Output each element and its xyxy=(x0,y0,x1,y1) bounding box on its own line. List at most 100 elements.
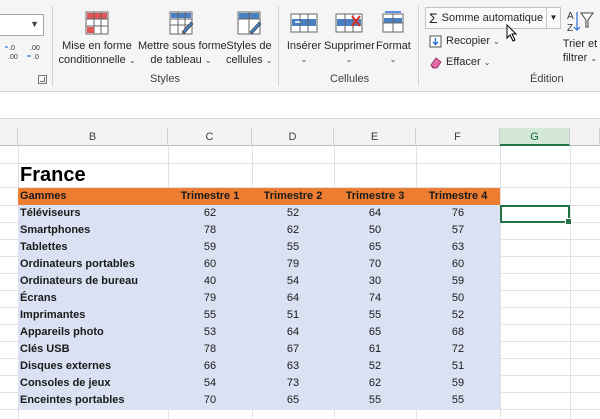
formula-bar[interactable] xyxy=(0,93,600,119)
value-cell-trimestre-1[interactable]: 78 xyxy=(203,343,217,355)
header-cell-trimestre-1[interactable]: Trimestre 1 xyxy=(180,190,240,202)
row-name-cell[interactable]: Clés USB xyxy=(20,343,70,355)
ribbon-separator xyxy=(278,6,279,86)
value-cell-trimestre-1[interactable]: 79 xyxy=(203,292,217,304)
column-header-e[interactable]: E xyxy=(334,128,416,146)
header-cell-trimestre-3[interactable]: Trimestre 3 xyxy=(345,190,405,202)
value-cell-trimestre-4[interactable]: 63 xyxy=(451,241,465,253)
number-group-launcher-icon[interactable] xyxy=(38,75,47,84)
row-name-cell[interactable]: Téléviseurs xyxy=(20,207,81,219)
clear-button[interactable]: Effacer ⌄ xyxy=(429,52,490,72)
insert-cells-button[interactable]: Insérer ⌄ xyxy=(284,10,324,67)
row-name-cell[interactable]: Tablettes xyxy=(20,241,68,253)
format-as-table-button[interactable]: Mettre sous forme de tableau ⌄ xyxy=(138,10,227,68)
value-cell-trimestre-2[interactable]: 64 xyxy=(286,292,300,304)
value-cell-trimestre-2[interactable]: 62 xyxy=(286,224,300,236)
value-cell-trimestre-3[interactable]: 65 xyxy=(368,326,382,338)
value-cell-trimestre-4[interactable]: 60 xyxy=(451,258,465,270)
gridline xyxy=(500,146,501,419)
active-cell-selection[interactable] xyxy=(500,205,572,225)
value-cell-trimestre-2[interactable]: 64 xyxy=(286,326,300,338)
row-name-cell[interactable]: Disques externes xyxy=(20,360,112,372)
row-name-cell[interactable]: Enceintes portables xyxy=(20,394,125,406)
conditional-formatting-button[interactable]: Mise en forme conditionnelle ⌄ xyxy=(58,10,136,68)
value-cell-trimestre-4[interactable]: 72 xyxy=(451,343,465,355)
table-row: Ordinateurs portables 60 79 70 60 xyxy=(18,256,500,273)
increase-decimals-button[interactable]: .0 .00 xyxy=(4,43,22,63)
autosum-dropdown-button[interactable]: ▼ xyxy=(547,7,561,29)
row-name-cell[interactable]: Appareils photo xyxy=(20,326,104,338)
svg-text:Z: Z xyxy=(567,23,573,34)
header-cell-trimestre-4[interactable]: Trimestre 4 xyxy=(428,190,488,202)
value-cell-trimestre-4[interactable]: 50 xyxy=(451,292,465,304)
value-cell-trimestre-4[interactable]: 52 xyxy=(451,309,465,321)
value-cell-trimestre-4[interactable]: 57 xyxy=(451,224,465,236)
column-header-h[interactable] xyxy=(570,128,600,146)
row-name-cell[interactable]: Écrans xyxy=(20,292,57,304)
value-cell-trimestre-4[interactable]: 68 xyxy=(451,326,465,338)
value-cell-trimestre-2[interactable]: 55 xyxy=(286,241,300,253)
value-cell-trimestre-3[interactable]: 50 xyxy=(368,224,382,236)
row-name-cell[interactable]: Smartphones xyxy=(20,224,91,236)
value-cell-trimestre-1[interactable]: 78 xyxy=(203,224,217,236)
fill-button[interactable]: Recopier ⌄ xyxy=(429,31,500,51)
row-name-cell[interactable]: Consoles de jeux xyxy=(20,377,111,389)
column-header-d[interactable]: D xyxy=(252,128,334,146)
select-all-corner[interactable] xyxy=(0,128,18,146)
value-cell-trimestre-1[interactable]: 60 xyxy=(203,258,217,270)
value-cell-trimestre-1[interactable]: 62 xyxy=(203,207,217,219)
value-cell-trimestre-3[interactable]: 64 xyxy=(368,207,382,219)
value-cell-trimestre-2[interactable]: 67 xyxy=(286,343,300,355)
value-cell-trimestre-2[interactable]: 65 xyxy=(286,394,300,406)
column-header-b[interactable]: B xyxy=(18,128,168,146)
header-cell-gammes[interactable]: Gammes xyxy=(20,190,67,202)
value-cell-trimestre-1[interactable]: 70 xyxy=(203,394,217,406)
value-cell-trimestre-2[interactable]: 79 xyxy=(286,258,300,270)
value-cell-trimestre-4[interactable]: 51 xyxy=(451,360,465,372)
sort-filter-icon: A Z xyxy=(567,11,594,34)
column-header-c[interactable]: C xyxy=(168,128,252,146)
row-name-cell[interactable]: Ordinateurs portables xyxy=(20,258,135,270)
column-header-g[interactable]: G xyxy=(500,128,570,146)
value-cell-trimestre-3[interactable]: 61 xyxy=(368,343,382,355)
decrease-decimals-button[interactable]: .00 .0 xyxy=(26,43,44,63)
sort-filter-button[interactable]: A Z Trier et filtrer ⌄ xyxy=(562,8,598,66)
delete-cells-button[interactable]: Supprimer ⌄ xyxy=(324,10,375,67)
cell-styles-button[interactable]: Styles de cellules ⌄ xyxy=(226,10,272,68)
value-cell-trimestre-4[interactable]: 59 xyxy=(451,377,465,389)
value-cell-trimestre-4[interactable]: 59 xyxy=(451,275,465,287)
value-cell-trimestre-2[interactable]: 63 xyxy=(286,360,300,372)
value-cell-trimestre-1[interactable]: 53 xyxy=(203,326,217,338)
value-cell-trimestre-4[interactable]: 76 xyxy=(451,207,465,219)
worksheet-grid[interactable]: B C D E F G France Gammes Trimestre 1 Tr… xyxy=(0,128,600,419)
sheet-title-cell[interactable]: France xyxy=(20,164,86,186)
value-cell-trimestre-1[interactable]: 54 xyxy=(203,377,217,389)
value-cell-trimestre-3[interactable]: 62 xyxy=(368,377,382,389)
table-row: Tablettes 59 55 65 63 xyxy=(18,239,500,256)
format-cells-button[interactable]: Format ⌄ xyxy=(376,10,411,67)
value-cell-trimestre-1[interactable]: 59 xyxy=(203,241,217,253)
value-cell-trimestre-2[interactable]: 73 xyxy=(286,377,300,389)
styles-group-label: Styles xyxy=(150,73,180,85)
value-cell-trimestre-1[interactable]: 66 xyxy=(203,360,217,372)
column-header-f[interactable]: F xyxy=(416,128,500,146)
value-cell-trimestre-3[interactable]: 74 xyxy=(368,292,382,304)
value-cell-trimestre-2[interactable]: 51 xyxy=(286,309,300,321)
value-cell-trimestre-3[interactable]: 70 xyxy=(368,258,382,270)
value-cell-trimestre-3[interactable]: 55 xyxy=(368,309,382,321)
formula-bar-strip xyxy=(0,119,600,128)
autosum-button[interactable] xyxy=(425,7,547,29)
value-cell-trimestre-4[interactable]: 55 xyxy=(451,394,465,406)
value-cell-trimestre-3[interactable]: 30 xyxy=(368,275,382,287)
row-name-cell[interactable]: Imprimantes xyxy=(20,309,86,321)
value-cell-trimestre-2[interactable]: 52 xyxy=(286,207,300,219)
value-cell-trimestre-1[interactable]: 40 xyxy=(203,275,217,287)
value-cell-trimestre-2[interactable]: 54 xyxy=(286,275,300,287)
number-format-combo[interactable]: ▼ xyxy=(0,14,44,36)
header-cell-trimestre-2[interactable]: Trimestre 2 xyxy=(263,190,323,202)
value-cell-trimestre-1[interactable]: 55 xyxy=(203,309,217,321)
row-name-cell[interactable]: Ordinateurs de bureau xyxy=(20,275,138,287)
value-cell-trimestre-3[interactable]: 65 xyxy=(368,241,382,253)
value-cell-trimestre-3[interactable]: 55 xyxy=(368,394,382,406)
value-cell-trimestre-3[interactable]: 52 xyxy=(368,360,382,372)
